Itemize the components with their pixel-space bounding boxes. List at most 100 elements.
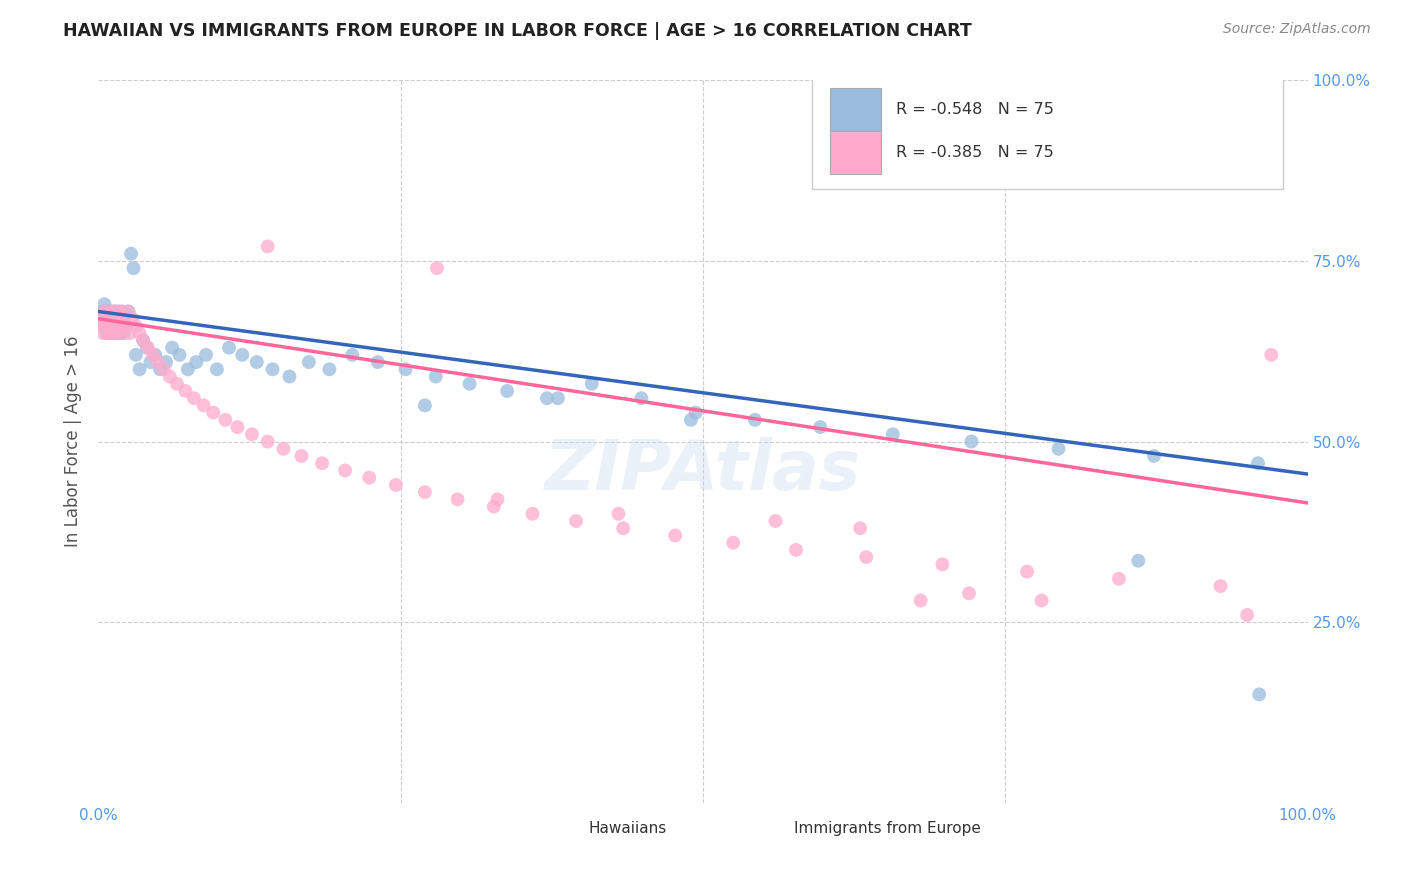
Point <box>765 514 787 528</box>
Point <box>1143 449 1166 463</box>
FancyBboxPatch shape <box>811 77 1284 189</box>
Point <box>132 334 155 348</box>
Point <box>118 326 141 340</box>
Point <box>104 326 127 340</box>
Point <box>1108 572 1130 586</box>
Point <box>808 420 831 434</box>
Point <box>256 239 278 253</box>
Point <box>125 318 148 333</box>
Point <box>547 391 569 405</box>
Point <box>205 362 228 376</box>
Point <box>105 318 128 333</box>
Point <box>458 376 481 391</box>
Point <box>785 542 807 557</box>
Point <box>114 311 136 326</box>
Point <box>744 413 766 427</box>
Point <box>100 311 122 326</box>
Point <box>98 318 121 333</box>
Point <box>97 304 120 318</box>
Point <box>104 304 127 318</box>
Point <box>186 355 208 369</box>
Point <box>97 311 120 326</box>
Point <box>100 326 122 340</box>
Point <box>385 478 408 492</box>
Point <box>120 246 142 260</box>
Point <box>105 326 128 340</box>
Point <box>94 318 117 333</box>
Point <box>240 427 263 442</box>
Point <box>93 297 115 311</box>
Point <box>413 485 436 500</box>
Point <box>413 398 436 412</box>
Point <box>849 521 872 535</box>
Point <box>630 391 652 405</box>
Point <box>246 355 269 369</box>
Point <box>100 304 122 318</box>
Point <box>1247 456 1270 470</box>
Point <box>128 362 150 376</box>
Point <box>115 318 138 333</box>
Point <box>107 304 129 318</box>
Point <box>342 348 364 362</box>
Point <box>446 492 468 507</box>
FancyBboxPatch shape <box>830 131 880 174</box>
Point <box>149 362 172 376</box>
Point <box>93 304 115 318</box>
Point <box>256 434 278 449</box>
Text: R = -0.548   N = 75: R = -0.548 N = 75 <box>897 102 1054 117</box>
Point <box>496 384 519 398</box>
Point <box>855 550 877 565</box>
Point <box>177 362 200 376</box>
Point <box>100 318 122 333</box>
Point <box>183 391 205 405</box>
Point <box>214 413 236 427</box>
FancyBboxPatch shape <box>527 814 574 843</box>
Point <box>142 348 165 362</box>
Point <box>112 326 135 340</box>
Point <box>93 318 115 333</box>
Point <box>98 326 121 340</box>
Point <box>1128 554 1150 568</box>
Point <box>174 384 197 398</box>
Point <box>146 355 169 369</box>
Point <box>96 326 118 340</box>
Point <box>110 326 132 340</box>
Point <box>125 348 148 362</box>
Point <box>664 528 686 542</box>
Point <box>1249 687 1271 701</box>
Point <box>522 507 544 521</box>
Text: HAWAIIAN VS IMMIGRANTS FROM EUROPE IN LABOR FORCE | AGE > 16 CORRELATION CHART: HAWAIIAN VS IMMIGRANTS FROM EUROPE IN LA… <box>63 22 972 40</box>
Point <box>1047 442 1070 456</box>
Point <box>425 369 447 384</box>
Point <box>581 376 603 391</box>
Point <box>91 318 114 333</box>
Point <box>105 311 128 326</box>
Point <box>318 362 340 376</box>
Point <box>94 311 117 326</box>
Point <box>117 304 139 318</box>
Point <box>195 348 218 362</box>
Point <box>118 304 141 318</box>
Point <box>94 311 117 326</box>
Point <box>91 311 114 326</box>
Point <box>882 427 904 442</box>
Point <box>367 355 389 369</box>
Point <box>359 470 381 484</box>
Point <box>91 304 114 318</box>
Point <box>108 311 131 326</box>
Point <box>103 318 125 333</box>
Point <box>394 362 416 376</box>
Point <box>723 535 745 549</box>
Text: Source: ZipAtlas.com: Source: ZipAtlas.com <box>1223 22 1371 37</box>
FancyBboxPatch shape <box>830 87 880 131</box>
Point <box>110 318 132 333</box>
Point <box>101 311 124 326</box>
Point <box>143 348 166 362</box>
Point <box>91 326 114 340</box>
Point <box>426 261 449 276</box>
Point <box>262 362 284 376</box>
Point <box>152 362 174 376</box>
Point <box>612 521 634 535</box>
Point <box>298 355 321 369</box>
Point <box>565 514 588 528</box>
